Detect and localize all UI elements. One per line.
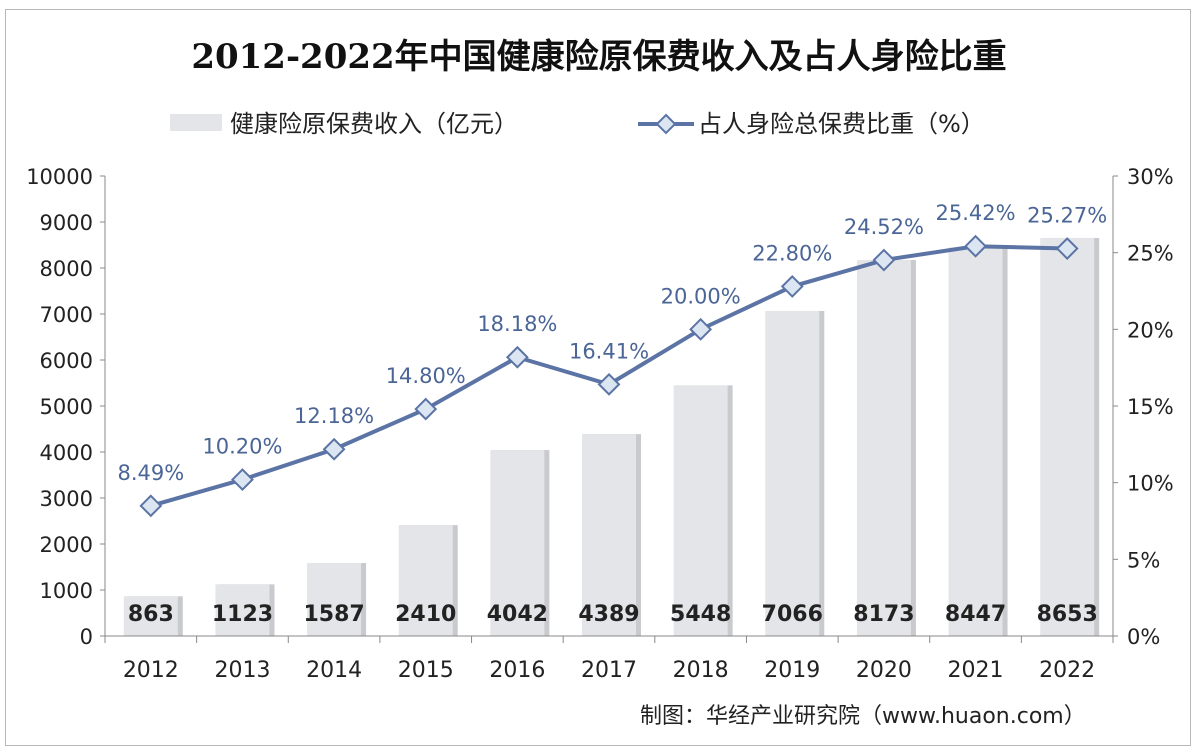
line-value-label: 22.80% — [752, 241, 832, 265]
line-point-marker — [597, 372, 621, 396]
x-tick-label: 2018 — [673, 658, 729, 683]
bar — [765, 310, 820, 636]
bar-value-label: 863 — [128, 602, 174, 627]
chart-frame — [5, 9, 1191, 746]
y-right-tick-label: 15% — [1127, 395, 1174, 419]
y-left-tick-label: 2000 — [40, 533, 93, 557]
x-tick-label: 2015 — [398, 658, 454, 683]
bar — [490, 450, 545, 636]
legend: 健康险原保费收入（亿元） 占人身险总保费比重（%） — [170, 110, 985, 138]
legend-bar-swatch — [170, 114, 222, 131]
line-point-marker — [964, 234, 987, 258]
line-point-marker — [780, 274, 804, 298]
chart-title: 2012-2022年中国健康险原保费收入及占人身险比重 — [191, 37, 1006, 77]
bar — [856, 260, 911, 636]
bar-value-label: 8653 — [1037, 602, 1098, 627]
bar — [398, 525, 453, 636]
line-value-label: 18.18% — [477, 312, 557, 336]
bar — [1040, 237, 1095, 636]
line-point-marker — [322, 437, 346, 461]
line-value-label: 8.49% — [117, 461, 184, 485]
line-point-marker — [872, 248, 896, 272]
x-tick-label: 2022 — [1039, 658, 1095, 683]
bar-value-label: 1123 — [212, 602, 273, 627]
y-left-tick-label: 5000 — [40, 395, 93, 419]
x-tick-label: 2016 — [489, 658, 545, 683]
x-tick-label: 2019 — [764, 658, 820, 683]
line-value-label: 16.41% — [569, 339, 649, 363]
y-right-tick-label: 30% — [1127, 165, 1174, 189]
bar — [948, 247, 1003, 637]
y-right-tick-label: 25% — [1127, 242, 1174, 266]
bar-value-label: 8447 — [945, 602, 1006, 627]
x-tick-label: 2014 — [306, 658, 362, 683]
legend-line-label: 占人身险总保费比重（%） — [698, 110, 985, 138]
y-left-tick-label: 7000 — [40, 303, 93, 327]
y-left-tick-label: 8000 — [40, 257, 93, 281]
line-value-label: 20.00% — [661, 284, 741, 308]
y-left-tick-label: 6000 — [40, 349, 93, 373]
x-tick-label: 2021 — [948, 658, 1004, 683]
line-point-marker — [505, 345, 529, 369]
source-note: 制图：华经产业研究院（www.huaon.com） — [640, 704, 1086, 729]
bar-value-label: 5448 — [670, 602, 731, 627]
line-value-label: 25.27% — [1027, 204, 1107, 228]
bar — [123, 596, 178, 636]
bar-value-label: 7066 — [762, 602, 823, 627]
y-left-tick-label: 9000 — [40, 211, 93, 235]
line-value-label: 25.42% — [936, 201, 1016, 225]
bar-value-label: 4042 — [487, 602, 548, 627]
y-right-tick-label: 20% — [1127, 318, 1174, 342]
legend-diamond-icon — [655, 113, 677, 135]
line-value-label: 14.80% — [386, 364, 466, 388]
legend-bar-label: 健康险原保费收入（亿元） — [230, 110, 518, 138]
line-value-label: 10.20% — [202, 435, 282, 459]
bar — [673, 385, 728, 636]
bar — [582, 434, 636, 636]
bar — [307, 562, 362, 636]
bar — [215, 584, 270, 636]
y-left-tick-label: 1000 — [40, 579, 93, 603]
line-point-marker — [1055, 237, 1079, 260]
y-left-tick-label: 10000 — [26, 165, 93, 189]
bar-value-label: 4389 — [578, 602, 639, 627]
x-tick-label: 2017 — [581, 658, 637, 683]
line-value-label: 12.18% — [294, 404, 374, 428]
bar-value-label: 1587 — [303, 602, 364, 627]
y-right-tick-label: 5% — [1127, 548, 1160, 572]
line-value-label: 24.52% — [844, 215, 924, 239]
y-right-tick-label: 10% — [1127, 472, 1174, 496]
x-tick-label: 2012 — [123, 658, 179, 683]
bar-value-label: 2410 — [395, 602, 456, 627]
line-point-marker — [689, 317, 713, 341]
y-left-tick-label: 3000 — [40, 487, 93, 511]
line-point-marker — [139, 494, 163, 518]
y-right-tick-label: 0% — [1127, 625, 1160, 649]
line-point-marker — [231, 468, 254, 492]
bar-value-label: 8173 — [853, 602, 914, 627]
x-tick-label: 2020 — [856, 658, 912, 683]
line-point-marker — [414, 397, 438, 421]
y-left-tick-label: 0 — [80, 625, 93, 649]
x-tick-label: 2013 — [214, 658, 270, 683]
y-left-tick-label: 4000 — [40, 441, 93, 465]
